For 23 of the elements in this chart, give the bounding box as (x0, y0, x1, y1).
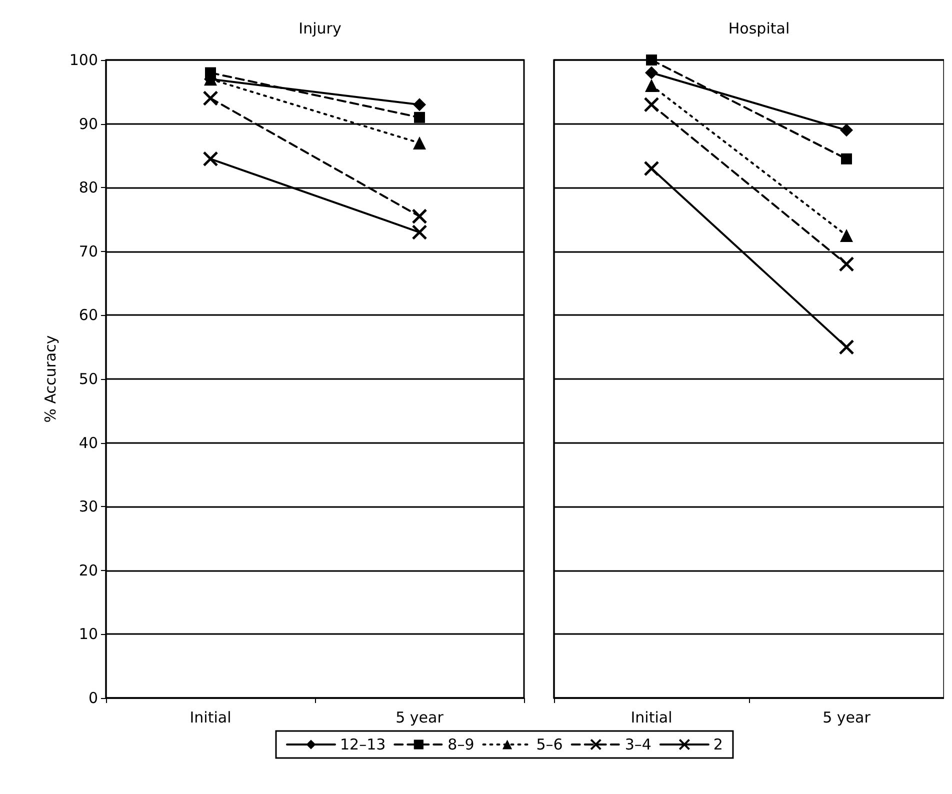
y-tick-label: 10 (78, 625, 98, 644)
x-tick-label: Initial (190, 708, 232, 726)
y-axis-title: % Accuracy (42, 335, 60, 423)
x-tick-label: 5 year (396, 708, 444, 726)
chart-title: Injury (298, 20, 342, 38)
y-tick-label: 60 (78, 306, 98, 324)
y-tick-label: 20 (78, 561, 98, 580)
legend-label: 12–13 (340, 736, 386, 754)
y-tick-label: 70 (78, 242, 98, 260)
y-tick-label: 90 (78, 114, 98, 133)
legend-label: 3–4 (624, 736, 652, 754)
y-tick-label: 30 (78, 498, 98, 516)
y-tick-label: 50 (78, 370, 98, 388)
x-tick-label: Initial (630, 708, 672, 726)
y-tick-label: 40 (78, 434, 98, 452)
legend-label: 8–9 (448, 736, 474, 754)
x-tick-label: 5 year (822, 708, 872, 726)
y-tick-label: 80 (78, 178, 98, 197)
legend-label: 2 (713, 736, 723, 754)
y-tick-label: 0 (88, 689, 98, 707)
chart-title: Hospital (728, 20, 790, 38)
legend-label: 5–6 (536, 736, 563, 754)
y-tick-label: 100 (69, 51, 98, 69)
